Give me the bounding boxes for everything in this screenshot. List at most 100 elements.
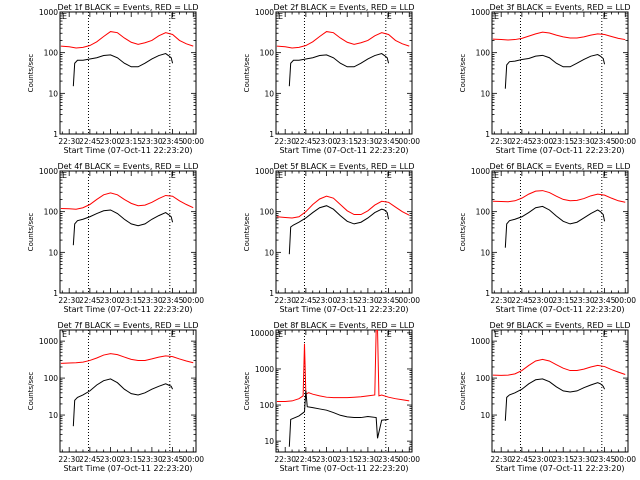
y-tick-label: 1: [53, 130, 58, 139]
x-tick-label: 22:45: [295, 137, 317, 146]
corner-marker-right: E: [603, 171, 608, 180]
x-tick-label: 00:00: [398, 296, 420, 305]
y-tick-label: 1000: [39, 167, 58, 176]
y-tick-label: 1000: [471, 8, 490, 17]
events-series-line: [288, 205, 390, 255]
events-series-line: [72, 209, 174, 246]
y-axis-label: Counts/sec: [243, 54, 251, 93]
x-tick-label: 23:30: [357, 296, 379, 305]
lld-series-line: [60, 353, 194, 364]
x-axis-label: Start Time (07-Oct-11 22:23:20): [63, 464, 192, 473]
y-tick-label: 100: [476, 374, 491, 383]
y-tick-label: 100: [476, 208, 491, 217]
corner-marker-right: E: [387, 330, 392, 339]
x-tick-label: 23:15: [336, 455, 358, 464]
x-tick-label: 23:15: [336, 296, 358, 305]
corner-marker-left: E: [494, 330, 499, 339]
y-axis-label: Counts/sec: [243, 213, 251, 252]
plot-frame: [59, 329, 197, 453]
x-tick-label: 00:00: [182, 296, 204, 305]
x-tick-label: 23:30: [141, 296, 163, 305]
events-series-line: [72, 53, 174, 87]
panel-title: Det 2f BLACK = Events, RED = LLD: [273, 3, 414, 12]
x-tick-label: 23:45: [378, 296, 400, 305]
corner-marker-left: E: [494, 171, 499, 180]
y-tick-label: 1: [485, 289, 490, 298]
corner-marker-left: E: [278, 171, 283, 180]
x-tick-label: 23:00: [100, 137, 122, 146]
x-tick-label: 22:30: [490, 137, 512, 146]
y-tick-label: 100: [260, 49, 275, 58]
x-axis-label: Start Time (07-Oct-11 22:23:20): [495, 146, 624, 155]
y-tick-label: 100: [476, 49, 491, 58]
x-tick-label: 23:15: [120, 296, 142, 305]
y-axis-label: Counts/sec: [27, 213, 35, 252]
x-tick-label: 23:30: [573, 455, 595, 464]
y-tick-label: 1: [53, 289, 58, 298]
lld-series-line: [492, 358, 626, 376]
y-tick-label: 1000: [255, 365, 274, 374]
x-tick-label: 23:00: [100, 455, 122, 464]
x-tick-label: 23:15: [336, 137, 358, 146]
panel-title: Det 9f BLACK = Events, RED = LLD: [489, 321, 630, 330]
x-tick-label: 23:00: [100, 296, 122, 305]
x-axis-label: Start Time (07-Oct-11 22:23:20): [279, 146, 408, 155]
y-tick-label: 1000: [471, 167, 490, 176]
x-tick-label: 22:30: [490, 455, 512, 464]
plot-frame: [275, 170, 413, 294]
corner-marker-left: E: [62, 12, 67, 21]
x-tick-label: 23:00: [316, 296, 338, 305]
y-tick-label: 10: [480, 411, 490, 420]
corner-marker-right: E: [171, 171, 176, 180]
lld-series-line: [276, 195, 410, 219]
events-series-line: [288, 390, 389, 447]
x-tick-label: 23:30: [141, 455, 163, 464]
x-tick-label: 23:00: [532, 137, 554, 146]
y-tick-label: 100: [260, 401, 275, 410]
panel-title: Det 6f BLACK = Events, RED = LLD: [489, 162, 630, 171]
x-tick-label: 23:30: [573, 137, 595, 146]
x-tick-label: 23:45: [378, 137, 400, 146]
x-tick-label: 23:00: [316, 137, 338, 146]
x-tick-label: 22:30: [58, 296, 80, 305]
plot-frame: [59, 11, 197, 135]
corner-marker-left: E: [62, 171, 67, 180]
x-tick-label: 23:30: [141, 137, 163, 146]
x-tick-label: 00:00: [614, 296, 636, 305]
x-tick-label: 23:30: [357, 137, 379, 146]
y-tick-label: 1: [269, 130, 274, 139]
y-axis-label: Counts/sec: [459, 372, 467, 411]
plot-frame: [491, 170, 629, 294]
x-axis-label: Start Time (07-Oct-11 22:23:20): [279, 305, 408, 314]
corner-marker-left: E: [494, 12, 499, 21]
x-tick-label: 23:45: [378, 455, 400, 464]
corner-marker-right: E: [387, 12, 392, 21]
x-tick-label: 23:00: [532, 296, 554, 305]
y-axis-label: Counts/sec: [459, 54, 467, 93]
y-tick-label: 1000: [39, 337, 58, 346]
x-axis-label: Start Time (07-Oct-11 22:23:20): [63, 146, 192, 155]
x-tick-label: 23:15: [552, 137, 574, 146]
y-axis-label: Counts/sec: [243, 372, 251, 411]
corner-marker-right: E: [603, 12, 608, 21]
x-tick-label: 23:15: [120, 455, 142, 464]
x-tick-label: 22:45: [295, 455, 317, 464]
y-tick-label: 10: [480, 248, 490, 257]
y-tick-label: 10: [480, 89, 490, 98]
y-tick-label: 10: [48, 89, 58, 98]
events-series-line: [288, 53, 390, 87]
y-tick-label: 10: [264, 89, 274, 98]
plot-frame: [491, 329, 629, 453]
y-tick-label: 10: [264, 248, 274, 257]
panel-title: Det 7f BLACK = Events, RED = LLD: [57, 321, 198, 330]
x-tick-label: 23:45: [162, 137, 184, 146]
y-tick-label: 1: [269, 289, 274, 298]
y-axis-label: Counts/sec: [27, 372, 35, 411]
y-axis-label: Counts/sec: [27, 54, 35, 93]
corner-marker-right: E: [171, 330, 176, 339]
x-tick-label: 00:00: [182, 455, 204, 464]
lld-series-line: [276, 330, 410, 403]
